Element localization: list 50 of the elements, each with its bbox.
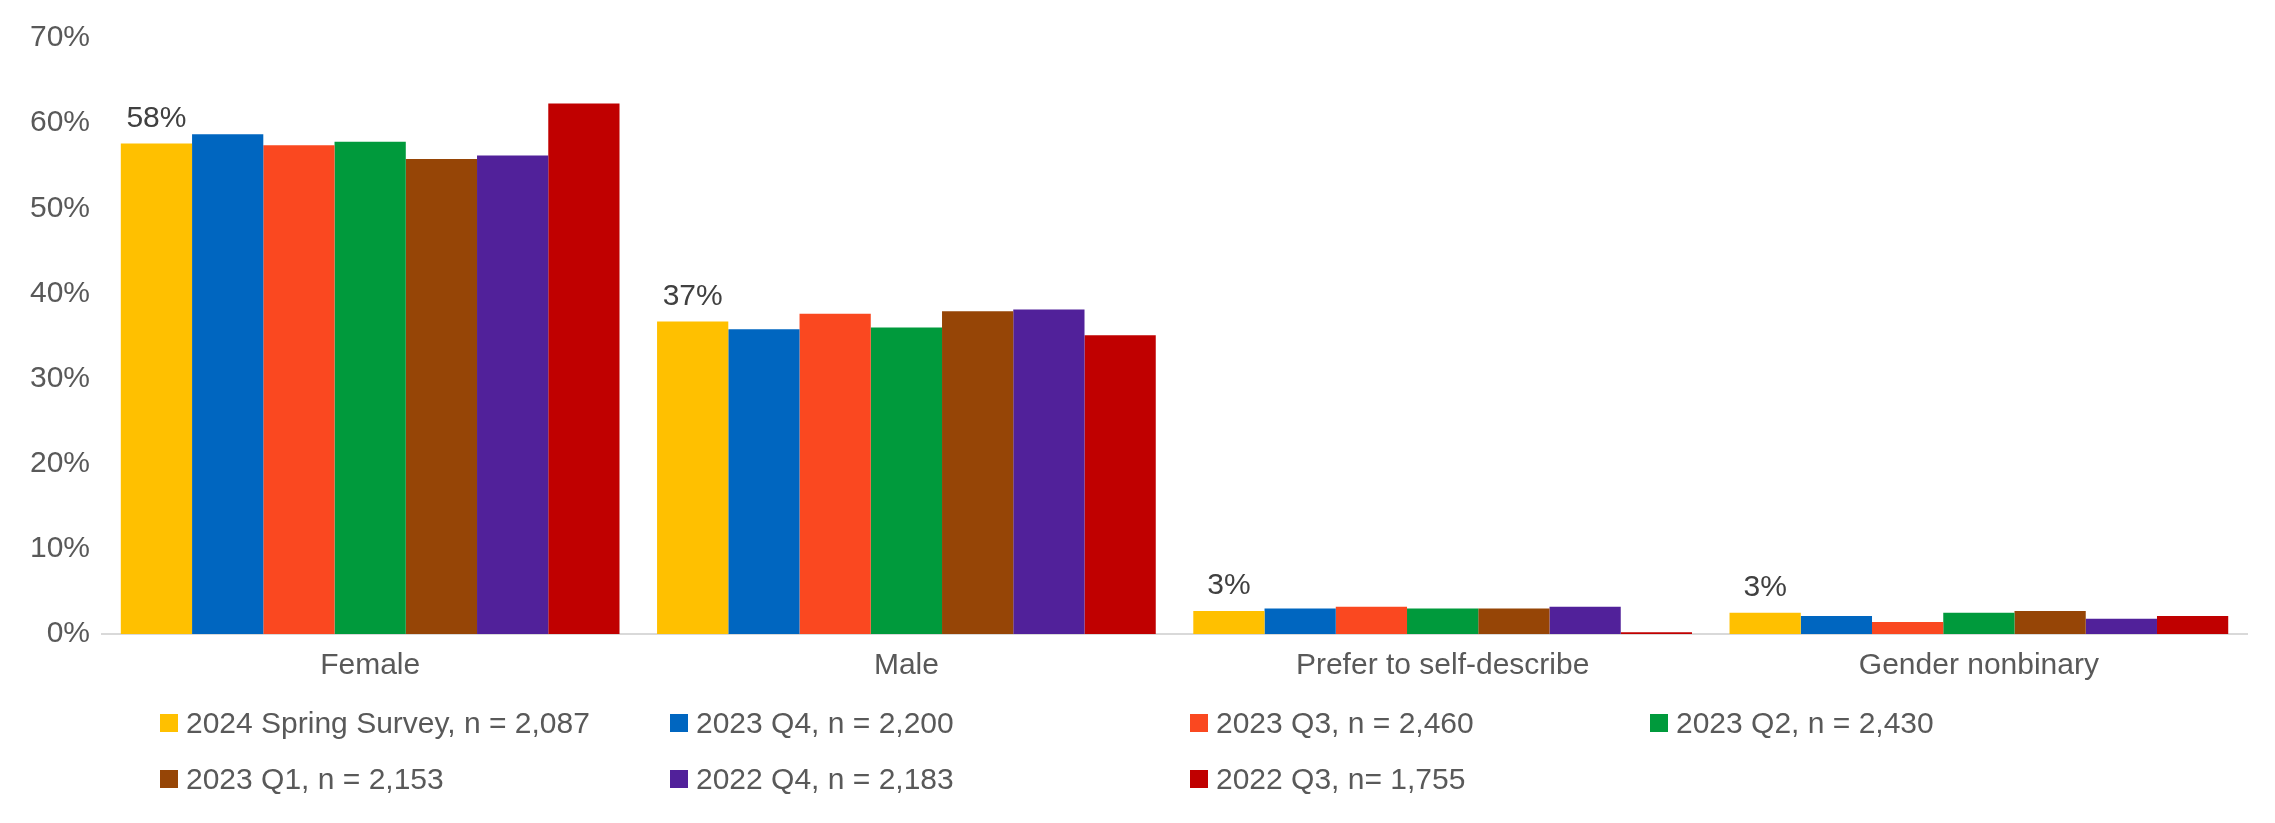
legend-label: 2024 Spring Survey, n = 2,087	[186, 706, 590, 740]
bar	[1549, 606, 1621, 634]
bar	[405, 158, 478, 634]
bar	[2156, 616, 2229, 634]
bar	[942, 311, 1014, 634]
y-tick-label: 40%	[30, 274, 91, 308]
y-tick-label: 0%	[46, 615, 91, 649]
data-label: 3%	[1207, 567, 1251, 601]
bar	[799, 313, 871, 634]
data-label: 58%	[126, 99, 187, 133]
legend-label: 2023 Q1, n = 2,153	[186, 762, 444, 796]
x-tick-label: Gender nonbinary	[1858, 647, 2099, 681]
y-tick-label: 70%	[30, 19, 91, 53]
bar	[2085, 618, 2157, 634]
legend-label: 2022 Q4, n = 2,183	[696, 762, 954, 796]
bar	[120, 143, 193, 634]
bar	[1013, 309, 1085, 634]
bar	[657, 321, 729, 634]
legend-label: 2023 Q2, n = 2,430	[1676, 706, 1934, 740]
bar	[870, 327, 943, 634]
bar	[1407, 608, 1479, 634]
y-tick-label: 20%	[30, 444, 91, 478]
x-tick-label: Female	[320, 647, 421, 681]
legend-label: 2023 Q3, n = 2,460	[1216, 706, 1474, 740]
bar	[1335, 606, 1408, 634]
legend-label: 2023 Q4, n = 2,200	[696, 706, 954, 740]
bar	[263, 145, 335, 634]
y-tick-label: 10%	[30, 530, 91, 564]
data-label: 3%	[1743, 568, 1787, 602]
y-tick-label: 60%	[30, 104, 91, 138]
bar	[1729, 612, 1801, 634]
bar	[548, 103, 620, 634]
data-label: 37%	[662, 277, 723, 311]
y-tick-label: 50%	[30, 189, 91, 223]
bar	[1800, 616, 1873, 634]
bar	[477, 155, 549, 634]
x-tick-label: Male	[873, 647, 939, 681]
bar	[1478, 608, 1550, 634]
bar	[334, 141, 406, 634]
bar	[1193, 611, 1265, 634]
bar	[1943, 612, 2015, 634]
x-tick-label: Prefer to self-describe	[1295, 647, 1590, 681]
bar	[2014, 611, 2086, 634]
legend-label: 2022 Q3, n= 1,755	[1216, 762, 1466, 796]
bar	[1264, 608, 1336, 634]
bar	[1872, 622, 1944, 634]
bar	[728, 329, 800, 634]
bar	[192, 134, 264, 634]
y-tick-label: 30%	[30, 359, 91, 393]
bar	[1084, 335, 1156, 634]
